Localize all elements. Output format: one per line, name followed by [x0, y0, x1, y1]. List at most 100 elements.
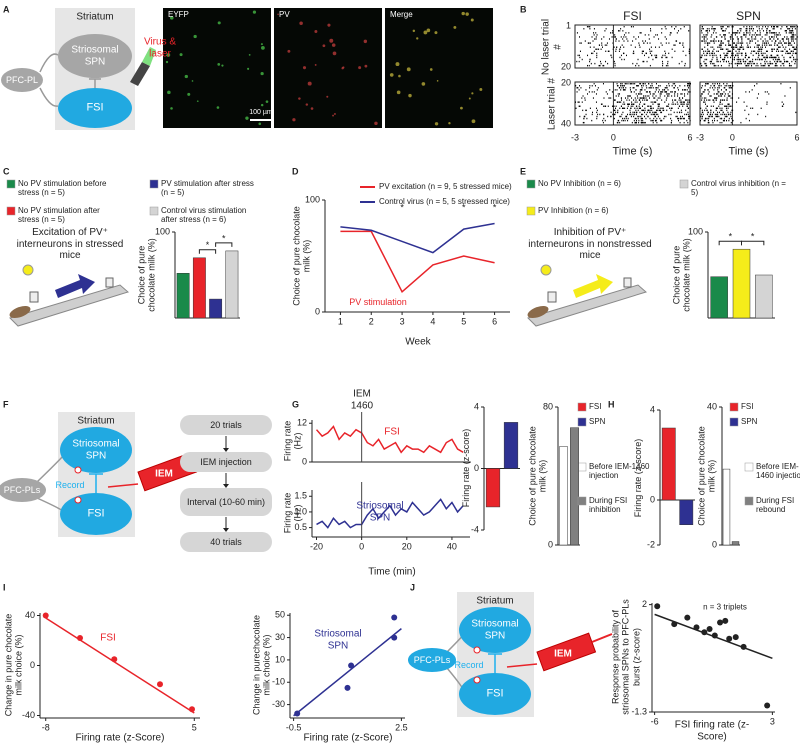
spike [768, 30, 770, 32]
spike [703, 36, 705, 38]
spike [614, 109, 616, 112]
point [701, 629, 708, 636]
spike [665, 28, 667, 30]
point [157, 681, 163, 688]
y-tick-label: 0 [302, 456, 307, 466]
spike [729, 87, 731, 89]
spike [768, 44, 770, 46]
spike [665, 99, 667, 101]
spike [652, 93, 654, 95]
spike [769, 60, 771, 63]
legend-label: PV stimulation after stress (n = 5) [161, 179, 254, 198]
legend-label: FSI [741, 402, 754, 411]
spike [764, 58, 766, 61]
spike [746, 32, 748, 34]
cell [260, 43, 263, 46]
spike [581, 101, 583, 103]
spike [759, 48, 761, 50]
spike [712, 40, 714, 42]
spike [605, 60, 607, 63]
spike [605, 28, 607, 30]
spike [742, 60, 744, 63]
spike [622, 111, 624, 114]
spike [627, 119, 629, 122]
spike [580, 87, 582, 89]
spike [633, 52, 635, 55]
spike [741, 40, 743, 42]
spike [651, 107, 653, 109]
spike [646, 99, 648, 101]
spike [625, 54, 627, 57]
spike [703, 38, 705, 40]
spike [645, 117, 647, 120]
spike [588, 91, 590, 93]
spike [659, 85, 661, 87]
spike [742, 46, 744, 48]
spike [712, 105, 714, 107]
spike [731, 117, 733, 120]
spike [714, 85, 716, 87]
spike [744, 56, 746, 59]
spike [606, 42, 608, 44]
spike [701, 85, 703, 87]
spike [732, 46, 734, 48]
spike [682, 50, 684, 52]
spike [620, 83, 622, 85]
cell [406, 67, 411, 72]
spike [616, 85, 618, 87]
spike [643, 109, 645, 112]
spike [714, 113, 716, 116]
spike [758, 26, 760, 28]
spike [772, 58, 774, 61]
spike [725, 107, 727, 109]
spike [641, 117, 643, 120]
spike [754, 32, 756, 34]
spike [629, 83, 631, 85]
spike [709, 115, 711, 118]
spike [616, 46, 618, 48]
spike [596, 89, 598, 91]
spike [745, 54, 747, 57]
node-label: Striosomal SPN [72, 438, 120, 462]
spike [728, 26, 730, 28]
spike [759, 30, 761, 32]
spike [630, 107, 632, 109]
spike [724, 87, 726, 89]
spike [623, 101, 625, 103]
spike [624, 119, 626, 122]
step-box [180, 452, 272, 472]
spike [750, 107, 752, 109]
spike [770, 54, 772, 57]
spike [615, 107, 617, 109]
spike [678, 62, 680, 65]
spike [700, 119, 702, 122]
point [706, 626, 713, 633]
spike [751, 38, 753, 40]
spike [703, 101, 705, 103]
cell [277, 13, 279, 16]
spike [652, 121, 654, 124]
spike [739, 28, 741, 30]
spike [612, 30, 614, 32]
spike [756, 52, 758, 55]
spike [715, 32, 717, 34]
spike [724, 115, 726, 118]
spike [756, 46, 758, 48]
point [42, 612, 49, 619]
spike [735, 54, 737, 57]
cell [332, 114, 334, 117]
spike [700, 107, 702, 109]
spike [595, 32, 597, 34]
spike [778, 42, 780, 44]
spike [705, 83, 707, 85]
spike [652, 101, 654, 103]
event-label: IEM 1460 [350, 388, 374, 412]
scale-label: 100 µm [249, 108, 273, 116]
step-box [180, 532, 272, 552]
spike [604, 30, 606, 32]
y-axis-label: Firing rate (z-score) [460, 428, 471, 508]
spike [707, 30, 709, 32]
spike [615, 36, 617, 38]
spike [639, 32, 641, 34]
